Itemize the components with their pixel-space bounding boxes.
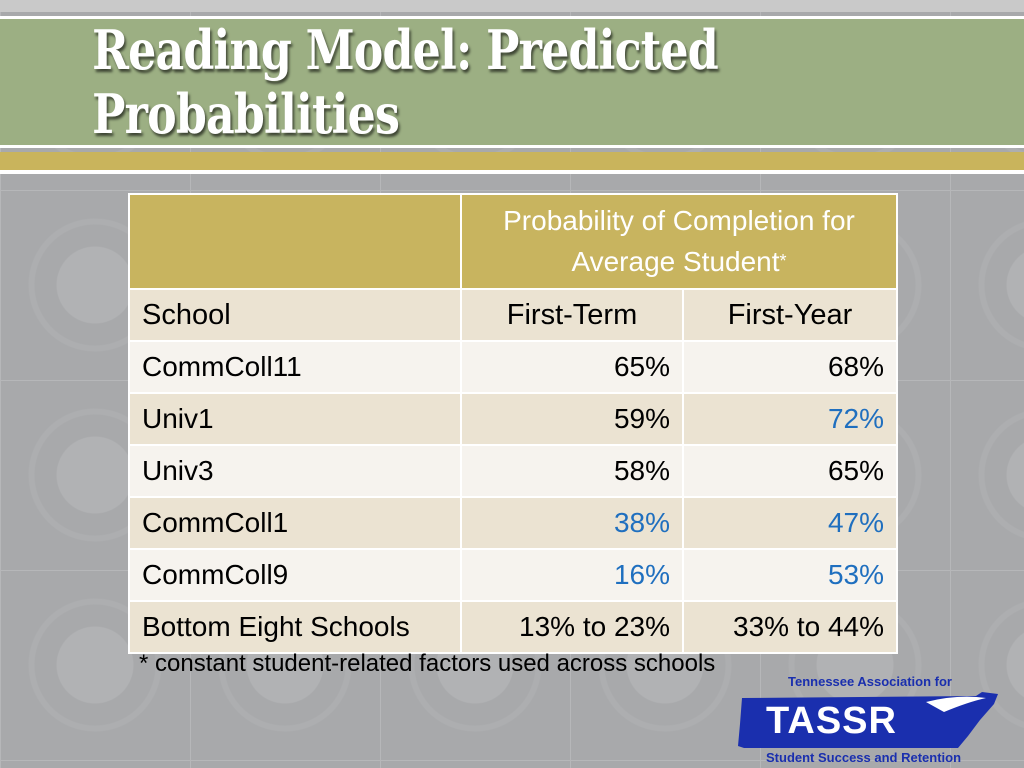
first-year-cell: 72% [682,392,898,446]
first-term-cell: 58% [460,444,684,498]
school-cell: CommColl1 [128,496,462,550]
table-footnote: * constant student-related factors used … [139,650,716,677]
logo-bottom-text: Student Success and Retention [766,750,962,765]
first-year-cell: 53% [682,548,898,602]
table-row: CommColl9 16% 53% [128,548,898,602]
first-year-cell: 65% [682,444,898,498]
tennessee-state-icon [738,692,998,748]
column-header-first-year: First-Year [682,288,898,342]
tassr-logo: Tennessee Association for TASSR Student … [736,672,1014,768]
group-header-asterisk: * [779,251,787,271]
table-row: Bottom Eight Schools 13% to 23% 33% to 4… [128,600,898,654]
school-cell: CommColl9 [128,548,462,602]
first-term-cell: 13% to 23% [460,600,684,654]
logo-top-text: Tennessee Association for [788,674,952,689]
top-strip [0,0,1024,12]
first-year-cell: 47% [682,496,898,550]
first-term-cell: 59% [460,392,684,446]
logo-wordmark: TASSR [766,700,897,742]
first-term-cell: 65% [460,340,684,394]
group-header-cell: Probability of Completion for Average St… [460,193,898,290]
school-cell: Bottom Eight Schools [128,600,462,654]
table-row: CommColl11 65% 68% [128,340,898,394]
column-header-school: School [128,288,462,342]
table-row: Univ3 58% 65% [128,444,898,498]
table-corner-cell [128,193,462,290]
column-header-first-term: First-Term [460,288,684,342]
first-term-cell: 38% [460,496,684,550]
school-cell: CommColl11 [128,340,462,394]
table-row: Univ1 59% 72% [128,392,898,446]
first-year-cell: 33% to 44% [682,600,898,654]
first-year-cell: 68% [682,340,898,394]
probability-table: Probability of Completion for Average St… [128,193,898,654]
table-column-header-row: School First-Term First-Year [128,288,898,342]
gold-divider-band [0,152,1024,174]
first-term-cell: 16% [460,548,684,602]
slide-title: Reading Model: Predicted Probabilities [92,18,719,146]
school-cell: Univ3 [128,444,462,498]
group-header-text: Probability of Completion for Average St… [503,205,855,277]
table-group-header-row: Probability of Completion for Average St… [128,193,898,290]
school-cell: Univ1 [128,392,462,446]
table-row: CommColl1 38% 47% [128,496,898,550]
title-band [0,16,1024,148]
